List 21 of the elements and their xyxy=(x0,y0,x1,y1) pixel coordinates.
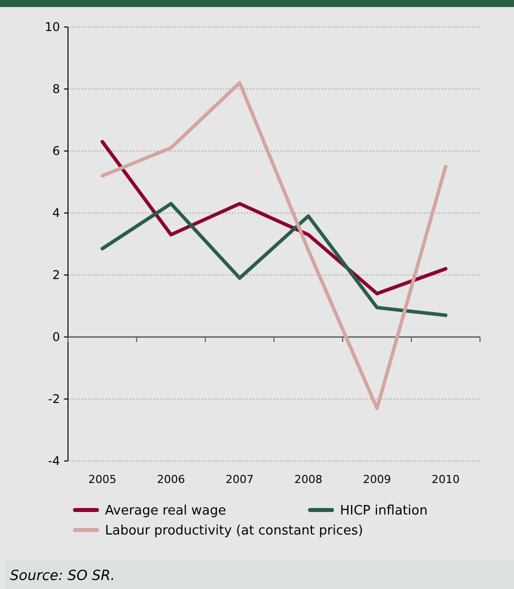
source-note: Source: SO SR. xyxy=(10,568,115,584)
line-series xyxy=(100,140,448,296)
y-tick-label: 2 xyxy=(52,268,60,282)
x-tick-label: 2009 xyxy=(363,473,391,486)
y-tick-label: 0 xyxy=(52,330,60,344)
y-tick-label: 6 xyxy=(52,144,60,158)
line-series xyxy=(100,81,448,410)
legend-label: Labour productivity (at constant prices) xyxy=(105,524,364,539)
x-tick-label: 2005 xyxy=(88,473,116,486)
legend-label: HICP inflation xyxy=(340,504,428,519)
x-tick-label: 2010 xyxy=(432,473,460,486)
x-tick-label: 2008 xyxy=(294,473,322,486)
x-tick-label: 2006 xyxy=(157,473,185,486)
x-tick-label: 2007 xyxy=(226,473,254,486)
line-series xyxy=(100,202,448,318)
y-tick-label: -4 xyxy=(48,454,60,468)
legend-label: Average real wage xyxy=(105,504,226,519)
y-tick-label: -2 xyxy=(48,392,60,406)
y-tick-label: 8 xyxy=(52,82,60,96)
y-tick-label: 10 xyxy=(44,20,60,34)
y-tick-label: 4 xyxy=(52,206,60,220)
